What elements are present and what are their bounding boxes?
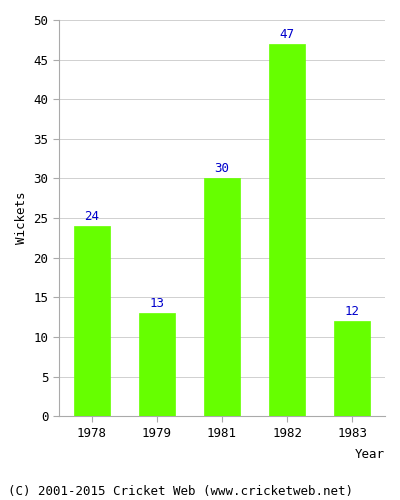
Text: 30: 30 bbox=[214, 162, 230, 175]
Text: 12: 12 bbox=[345, 305, 360, 318]
Text: 24: 24 bbox=[84, 210, 99, 223]
Y-axis label: Wickets: Wickets bbox=[15, 192, 28, 244]
Bar bbox=[139, 313, 175, 416]
Bar bbox=[269, 44, 305, 416]
Text: (C) 2001-2015 Cricket Web (www.cricketweb.net): (C) 2001-2015 Cricket Web (www.cricketwe… bbox=[8, 484, 353, 498]
Bar bbox=[74, 226, 110, 416]
Bar bbox=[334, 321, 370, 416]
Text: 13: 13 bbox=[149, 297, 164, 310]
Text: Year: Year bbox=[355, 448, 385, 461]
Bar bbox=[204, 178, 240, 416]
Text: 47: 47 bbox=[280, 28, 295, 40]
